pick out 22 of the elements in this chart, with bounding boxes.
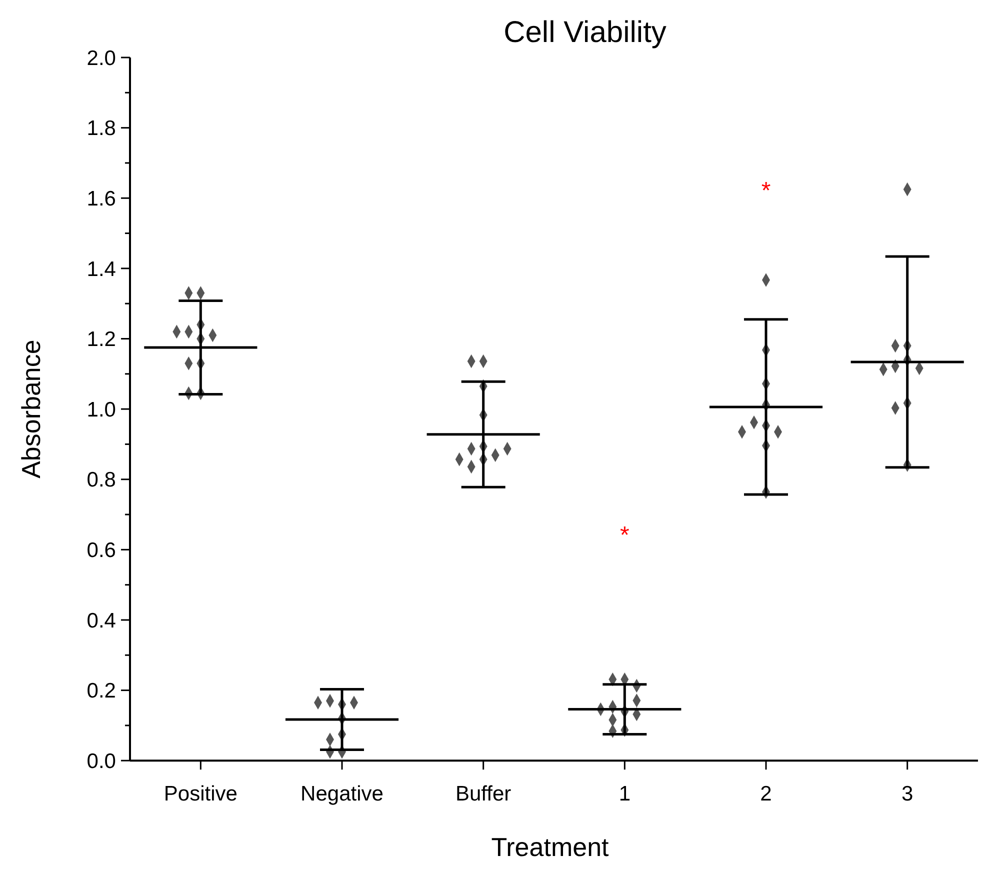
y-tick-label: 1.2 <box>86 328 116 352</box>
y-tick-label: 1.0 <box>86 398 116 422</box>
y-tick-label: 2.0 <box>86 46 116 70</box>
y-tick-label: 0.2 <box>86 680 116 703</box>
y-tick-label: 0.4 <box>86 609 116 632</box>
x-tick-label: Negative <box>300 782 384 806</box>
chart-title: Cell Viability <box>504 16 666 49</box>
y-tick-label: 1.4 <box>86 258 116 281</box>
x-tick-label: Buffer <box>456 782 512 806</box>
x-axis-title: Treatment <box>491 832 610 862</box>
x-tick-label: 3 <box>901 782 914 806</box>
y-tick-label: 1.8 <box>86 117 116 140</box>
y-tick-label: 0.0 <box>86 750 116 773</box>
annotation: * <box>620 522 630 549</box>
annotation: * <box>761 177 771 204</box>
y-tick-label: 0.6 <box>86 539 116 562</box>
x-tick-label: Positive <box>164 782 238 806</box>
y-axis-title: Absorbance <box>16 340 46 478</box>
x-tick-label: 1 <box>618 782 631 806</box>
y-tick-label: 1.6 <box>86 187 116 210</box>
x-tick-label: 2 <box>760 782 772 806</box>
y-tick-label: 0.8 <box>86 468 116 492</box>
